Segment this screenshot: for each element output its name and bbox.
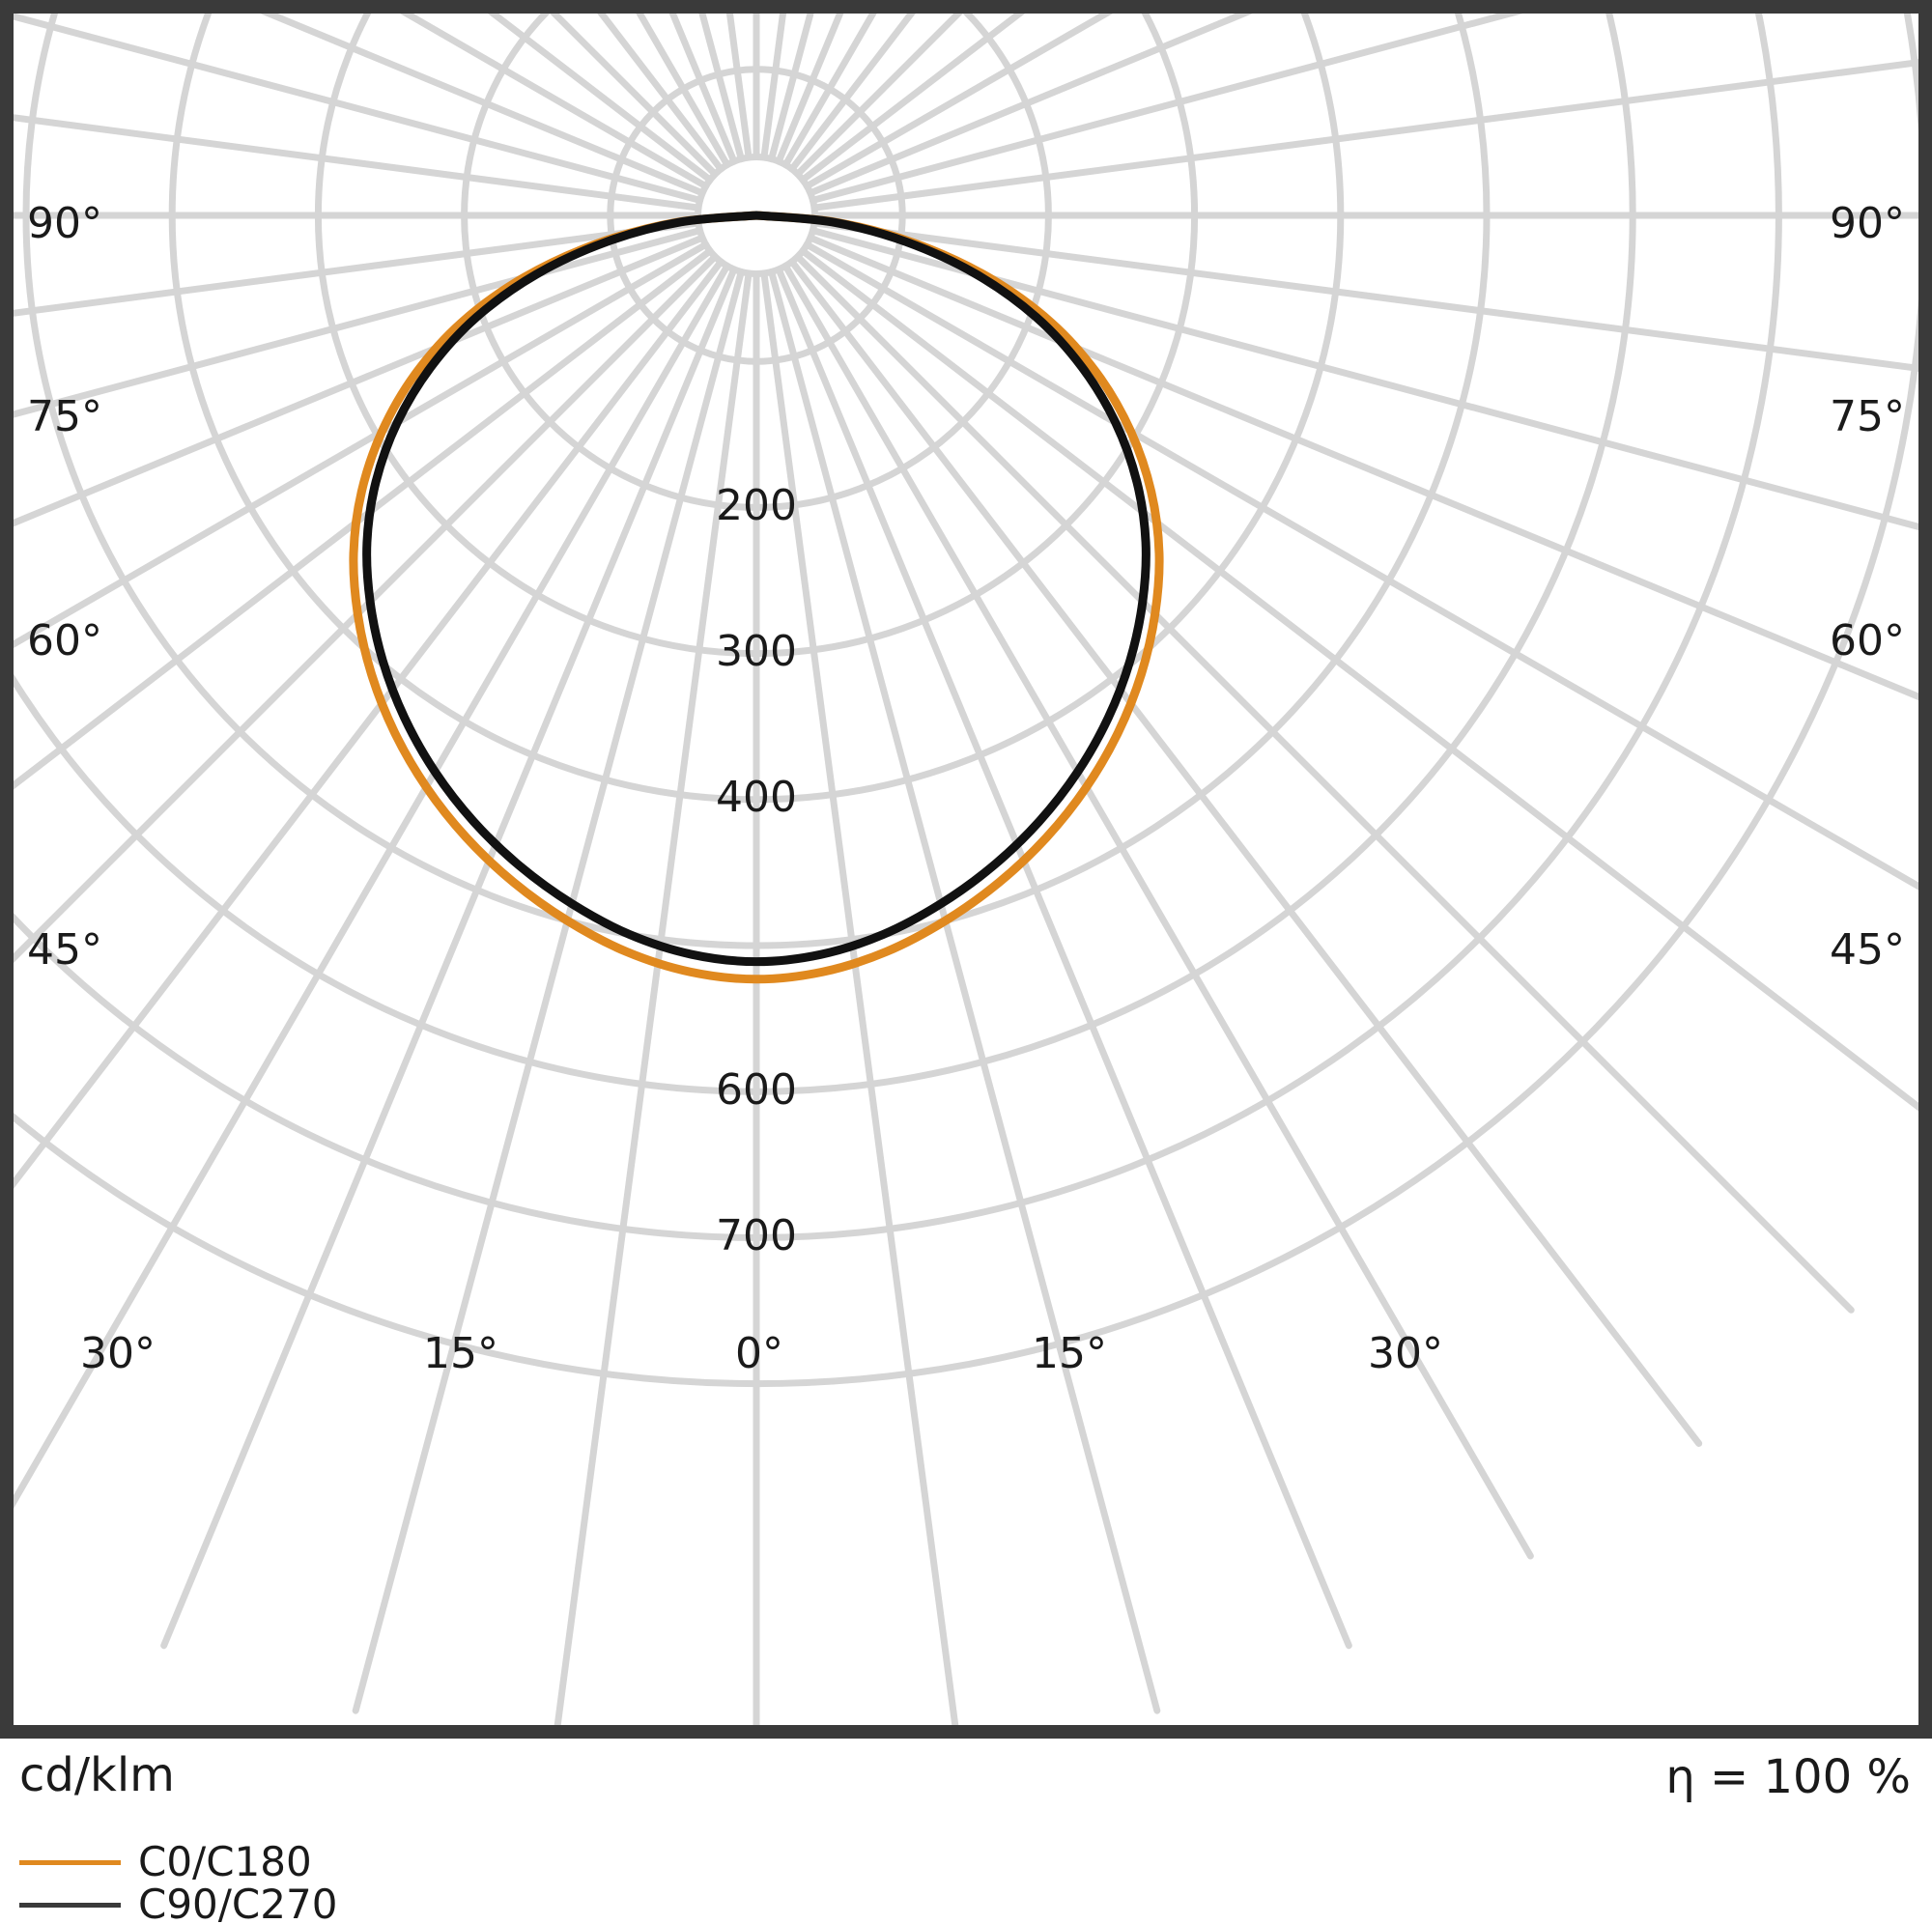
grid-spoke--97.5 bbox=[14, 114, 702, 212]
grid-spoke-112.5 bbox=[807, 14, 1253, 197]
angle-label-right-90: 90° bbox=[1830, 199, 1905, 248]
grid-spoke--67.5 bbox=[14, 234, 706, 527]
grid-spoke-105 bbox=[809, 14, 1523, 204]
grid-spoke-7.5 bbox=[760, 269, 959, 1725]
angle-label-right-75: 75° bbox=[1830, 392, 1905, 441]
grid-spoke-45 bbox=[794, 253, 1855, 1314]
grid-spoke-60 bbox=[803, 240, 1918, 891]
grid-spoke--7.5 bbox=[554, 269, 753, 1725]
angle-label-left-60: 60° bbox=[27, 616, 102, 665]
grid-spoke--105 bbox=[14, 14, 704, 204]
curve-c90-c270 bbox=[362, 211, 1151, 967]
angle-label-left-90: 90° bbox=[27, 199, 102, 248]
plot-frame: 90° 75° 60° 45° 90° 75° 60° 45° 30° 15° … bbox=[0, 0, 1932, 1739]
angle-label-left-45: 45° bbox=[27, 925, 102, 975]
grid-spoke--15 bbox=[352, 268, 745, 1714]
grid-spoke--30 bbox=[14, 262, 731, 1509]
grid-spoke-75 bbox=[809, 227, 1918, 530]
legend-swatch-c0-c180 bbox=[19, 1859, 121, 1865]
grid-spoke-97.5 bbox=[810, 59, 1918, 212]
radial-label-400: 400 bbox=[716, 773, 797, 822]
grid-spoke-82.5 bbox=[810, 219, 1918, 372]
legend-item-c0-c180: C0/C180 bbox=[19, 1841, 696, 1883]
angle-label-bottom-30-left: 30° bbox=[80, 1329, 156, 1378]
grid-spoke--60 bbox=[14, 240, 710, 649]
grid-spoke--142.5 bbox=[597, 14, 724, 173]
grid-spoke-22.5 bbox=[775, 266, 1352, 1650]
grid-spoke-52.5 bbox=[799, 247, 1918, 1112]
distribution-curves bbox=[349, 211, 1164, 984]
radial-label-200: 200 bbox=[716, 481, 797, 530]
grid-spoke--112.5 bbox=[260, 14, 706, 197]
legend-item-c90-c270: C90/C270 bbox=[19, 1883, 696, 1924]
legend: C0/C180 C90/C270 bbox=[19, 1841, 696, 1924]
radial-label-700: 700 bbox=[716, 1211, 797, 1260]
grid-spoke--120 bbox=[400, 14, 710, 190]
polar-grid bbox=[14, 14, 1918, 1725]
grid-spoke--75 bbox=[14, 227, 704, 418]
grid-spoke--82.5 bbox=[14, 219, 702, 317]
efficiency-label: η = 100 % bbox=[1665, 1750, 1911, 1804]
angle-label-bottom-0: 0° bbox=[735, 1329, 783, 1378]
grid-spoke--135 bbox=[550, 14, 719, 178]
grid-spoke--45 bbox=[14, 253, 719, 963]
grid-spoke-120 bbox=[803, 14, 1113, 190]
grid-spoke-127.5 bbox=[799, 14, 1026, 184]
grid-spoke--37.5 bbox=[14, 258, 724, 1189]
angle-label-bottom-15-left: 15° bbox=[423, 1329, 498, 1378]
grid-spoke-15 bbox=[768, 268, 1161, 1714]
grid-spoke-30 bbox=[781, 262, 1534, 1560]
units-label: cd/klm bbox=[19, 1748, 175, 1802]
grid-spoke--127.5 bbox=[487, 14, 714, 184]
grid-spoke--22.5 bbox=[160, 266, 738, 1650]
legend-label-c0-c180: C0/C180 bbox=[138, 1838, 312, 1885]
radial-label-300: 300 bbox=[716, 627, 797, 676]
angle-label-bottom-15-right: 15° bbox=[1032, 1329, 1107, 1378]
legend-label-c90-c270: C90/C270 bbox=[138, 1881, 338, 1924]
grid-spoke-67.5 bbox=[807, 234, 1918, 701]
curve-c0-c180 bbox=[349, 211, 1164, 984]
polar-plot-canvas bbox=[14, 14, 1918, 1725]
grid-spoke-37.5 bbox=[788, 258, 1703, 1448]
angle-label-right-45: 45° bbox=[1830, 925, 1905, 975]
footer-row: cd/klm η = 100 % bbox=[0, 1752, 1932, 1820]
radial-label-600: 600 bbox=[716, 1065, 797, 1115]
angle-label-bottom-30-right: 30° bbox=[1368, 1329, 1443, 1378]
angle-label-right-60: 60° bbox=[1830, 616, 1905, 665]
grid-spoke--52.5 bbox=[14, 247, 714, 790]
angle-label-left-75: 75° bbox=[27, 392, 102, 441]
legend-swatch-c90-c270 bbox=[19, 1902, 121, 1908]
